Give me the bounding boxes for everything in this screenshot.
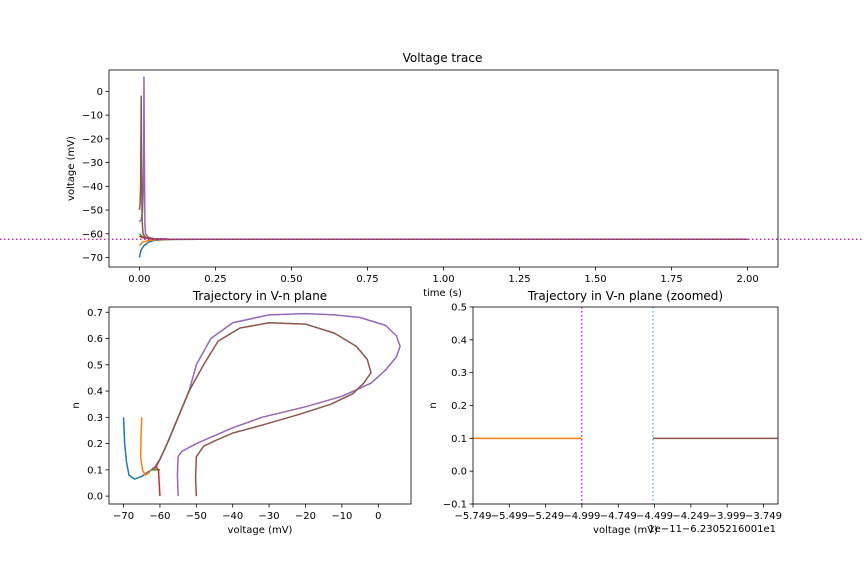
trajectory-ytick-label: 0.4 [87, 387, 103, 398]
trajectory-ytick-label: 0.7 [87, 308, 103, 319]
zoomed-xtick-label: −4.749 [600, 511, 637, 522]
zoomed-ytick-label: −0.1 [443, 500, 467, 511]
trajectory-xtick-label: −70 [113, 511, 134, 522]
voltage-trace-frame [108, 69, 779, 268]
trajectory-xlabel: voltage (mV) [228, 525, 293, 536]
voltage-trace-ytick-label: −30 [82, 158, 103, 169]
voltage-trace-title: Voltage trace [403, 51, 483, 65]
voltage-trace-series-4 [138, 76, 748, 240]
trajectory-xtick-label: −60 [149, 511, 170, 522]
trajectory-ylabel: n [71, 402, 82, 408]
voltage-trace-series-5 [138, 95, 748, 240]
voltage-trace-ylabel: voltage (mV) [66, 136, 77, 201]
voltage-trace-xtick-label: 1.25 [508, 274, 530, 285]
voltage-trace-ytick-label: −70 [82, 253, 103, 264]
zoomed-xlabel: voltage (mV) [593, 525, 658, 536]
voltage-trace-xtick-label: 1.75 [660, 274, 682, 285]
trajectory-ytick-label: 0.6 [87, 334, 103, 345]
zoomed-panel: Trajectory in V-n plane (zoomed) −5.749−… [428, 289, 782, 536]
zoomed-xtick-label: −3.749 [745, 511, 782, 522]
zoomed-xtick-label: −5.249 [527, 511, 564, 522]
voltage-trace-ytick-label: −50 [82, 206, 103, 217]
voltage-trace-y-ticks: 0 −10 −20 −30 −40 −50 −60 −70 [82, 87, 109, 264]
voltage-trace-series-1 [138, 238, 748, 247]
trajectory-title: Trajectory in V-n plane [192, 289, 327, 303]
zoomed-offset-text: 1e−11−6.2305216001e1 [648, 524, 776, 535]
trajectory-y-ticks: 0.0 0.1 0.2 0.3 0.4 0.5 0.6 0.7 [87, 308, 109, 503]
voltage-trace-xtick-label: 0.00 [128, 274, 150, 285]
trajectory-frame [108, 306, 412, 505]
zoomed-x-ticks: −5.749 −5.499 −5.249 −4.999 −4.749 −4.499 −4.2… [454, 504, 782, 522]
voltage-trace-ytick-label: 0 [97, 87, 103, 98]
zoomed-ytick-label: 0.1 [451, 434, 467, 445]
voltage-trace-xtick-label: 2.00 [736, 274, 758, 285]
trajectory-xtick-label: −50 [186, 511, 207, 522]
voltage-trace-ytick-label: −20 [82, 134, 103, 145]
trajectory-xtick-label: −20 [295, 511, 316, 522]
zoomed-ytick-label: 0.0 [451, 467, 467, 478]
zoomed-xtick-label: −4.249 [672, 511, 709, 522]
trajectory-ytick-label: 0.3 [87, 413, 103, 424]
trajectory-xtick-label: −10 [331, 511, 352, 522]
zoomed-ytick-label: 0.5 [451, 303, 467, 314]
voltage-trace-x-ticks: 0.00 0.25 0.50 0.75 1.00 1.25 1.50 1.75 2.00 [128, 267, 759, 285]
voltage-trace-series-2 [138, 233, 748, 240]
trajectory-x-ticks: −70 −60 −50 −40 −30 −20 −10 0 [113, 504, 381, 522]
voltage-trace-panel: Voltage trace 0.00 0.25 0.50 0.75 1.00 1.25 1.… [66, 51, 779, 299]
voltage-trace-ytick-label: −10 [82, 111, 103, 122]
voltage-trace-series-0 [138, 238, 748, 258]
zoomed-title: Trajectory in V-n plane (zoomed) [527, 289, 723, 303]
voltage-trace-ytick-label: −60 [82, 229, 103, 240]
trajectory-plot-area [122, 312, 401, 497]
trajectory-series-1 [139, 417, 153, 476]
zoomed-y-ticks: −0.1 0.0 0.1 0.2 0.3 0.4 0.5 [443, 303, 473, 511]
zoomed-xtick-label: −5.749 [454, 511, 491, 522]
zoomed-xtick-label: −3.999 [709, 511, 746, 522]
trajectory-series-3 [150, 466, 161, 497]
zoomed-ytick-label: 0.4 [451, 335, 467, 346]
zoomed-plot-area [473, 307, 778, 504]
voltage-trace-ytick-label: −40 [82, 182, 103, 193]
voltage-trace-xtick-label: 0.75 [356, 274, 378, 285]
zoomed-xtick-label: −5.499 [491, 511, 528, 522]
voltage-trace-xtick-label: 1.00 [432, 274, 454, 285]
trajectory-xtick-label: −30 [259, 511, 280, 522]
trajectory-series-4 [151, 312, 401, 497]
zoomed-ylabel: n [428, 402, 439, 408]
voltage-trace-xtick-label: 1.50 [584, 274, 606, 285]
zoomed-ytick-label: 0.3 [451, 368, 467, 379]
trajectory-xtick-label: 0 [375, 511, 381, 522]
voltage-trace-plot-area [138, 76, 748, 258]
voltage-trace-xtick-label: 0.50 [280, 274, 302, 285]
trajectory-ytick-label: 0.2 [87, 439, 103, 450]
zoomed-xtick-label: −4.999 [563, 511, 600, 522]
trajectory-series-0 [122, 417, 152, 480]
zoomed-ytick-label: 0.2 [451, 401, 467, 412]
trajectory-panel: Trajectory in V-n plane −70 −60 −50 −40 −30−… [71, 289, 412, 536]
trajectory-series-5 [151, 322, 372, 497]
trajectory-ytick-label: 0.1 [87, 465, 103, 476]
voltage-trace-xtick-label: 0.25 [204, 274, 226, 285]
trajectory-ytick-label: 0.0 [87, 492, 103, 503]
trajectory-xtick-label: −40 [222, 511, 243, 522]
zoomed-frame [472, 306, 779, 505]
voltage-trace-xlabel: time (s) [423, 288, 462, 299]
trajectory-ytick-label: 0.5 [87, 360, 103, 371]
zoomed-xtick-label: −4.499 [636, 511, 673, 522]
